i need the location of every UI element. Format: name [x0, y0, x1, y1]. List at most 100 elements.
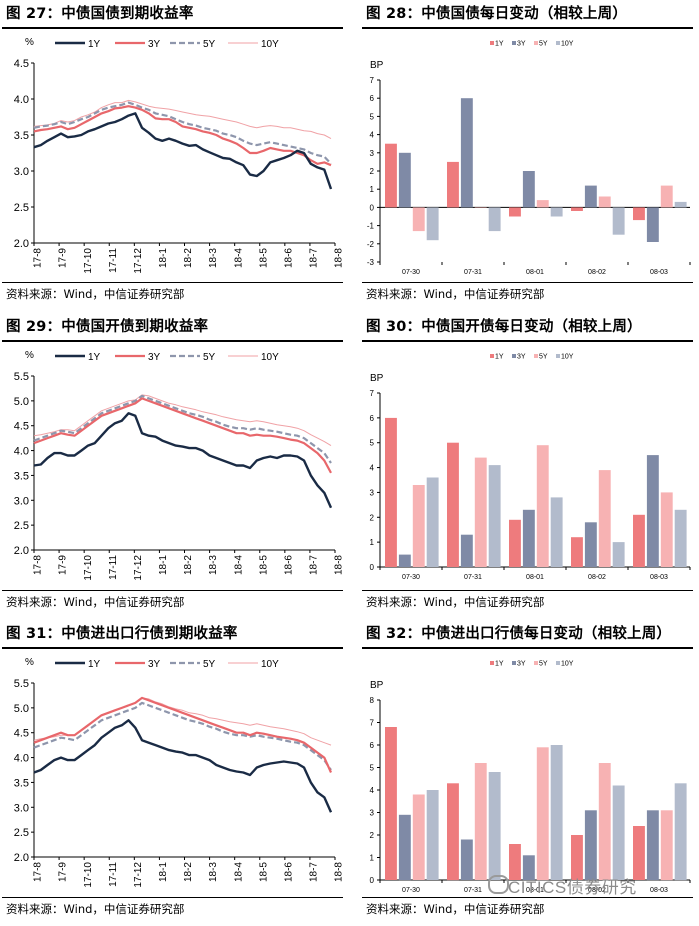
bar-5Y-07-31	[474, 763, 487, 880]
source-rule	[2, 590, 343, 591]
legend-label-1Y: 1Y	[88, 39, 101, 50]
bar-5Y-08-02	[598, 470, 611, 567]
legend-label-10Y: 10Y	[261, 659, 279, 670]
source-rule	[362, 282, 693, 283]
legend-swatch-10Y	[556, 661, 560, 665]
x-tick-label: 17-8	[33, 248, 44, 268]
y-tick-label: 5.5	[14, 371, 29, 383]
bar-3Y-07-30	[398, 554, 411, 567]
series-line-5Y	[33, 394, 332, 464]
bar-10Y-08-01	[550, 745, 563, 880]
bar-5Y-08-02	[598, 763, 611, 880]
figure-28-panel: 图 28：中债国债每日变动（相较上周） BP -3 -2 -1 0 1 2 3 4 5 6 7 1Y 3Y…	[350, 0, 699, 306]
y-tick-label: 6	[370, 414, 375, 423]
bar-3Y-07-31	[460, 98, 473, 208]
bar-3Y-07-31	[460, 839, 473, 880]
series-line-3Y	[33, 696, 333, 773]
bar-3Y-08-02	[584, 810, 597, 881]
x-tick-label: 08-03	[650, 887, 668, 894]
y-tick-label: 5.0	[14, 396, 29, 408]
bar-3Y-08-03	[646, 810, 659, 881]
bar-10Y-08-03	[674, 201, 687, 208]
bar-1Y-07-31	[447, 161, 459, 208]
bar-1Y-08-01	[509, 519, 521, 567]
bar-1Y-08-01	[509, 207, 521, 217]
legend-label-5Y: 5Y	[203, 659, 216, 670]
x-tick-label: 18-7	[309, 248, 320, 268]
bar-1Y-08-01	[509, 844, 521, 880]
figure-32-panel: 图 32：中债进出口行债每日变动（相较上周） BP 0 1 2 3 4 5 6 7 8 1Y 3Y 5Y…	[350, 620, 699, 926]
y-tick-label: 7	[370, 76, 375, 85]
figure-29-source: 资料来源：Wind，中信证券研究部	[6, 595, 185, 609]
figure-31-source: 资料来源：Wind，中信证券研究部	[6, 902, 185, 916]
legend-label-1Y: 1Y	[88, 352, 101, 363]
legend-label-1Y: 1Y	[495, 41, 504, 48]
y-tick-label: 1	[370, 538, 375, 547]
source-rule	[2, 282, 343, 283]
x-tick-label: 08-02	[588, 269, 606, 276]
y-tick-label: 5.5	[14, 678, 29, 690]
x-tick-label: 18-4	[233, 555, 244, 575]
bar-5Y-08-03	[660, 492, 673, 567]
bar-10Y-07-31	[488, 772, 501, 880]
y-tick-label: 3.5	[14, 130, 29, 142]
x-tick-label: 17-8	[33, 862, 44, 882]
figure-32-bar-chart: BP 0 1 2 3 4 5 6 7 8 1Y 3Y 5Y 10Y 07-30 07-31 08-01 08-02…	[370, 661, 691, 894]
title-rule	[362, 647, 693, 649]
y-tick-label: 0	[370, 203, 375, 212]
bar-10Y-07-30	[426, 207, 439, 241]
y-tick-label: 2.5	[14, 520, 29, 532]
series-line-5Y	[33, 701, 332, 771]
x-tick-label: 18-7	[309, 555, 320, 575]
legend-label-5Y: 5Y	[539, 354, 548, 361]
x-tick-label: 17-8	[33, 555, 44, 575]
legend-swatch-3Y	[512, 354, 516, 358]
x-tick-label: 07-30	[402, 574, 420, 581]
series-line-10Y	[33, 99, 332, 140]
bar-10Y-07-30	[426, 477, 439, 567]
y-tick-label: 8	[370, 696, 375, 705]
legend-swatch-3Y	[512, 41, 516, 45]
x-tick-label: 08-03	[650, 574, 668, 581]
legend-label-5Y: 5Y	[539, 41, 548, 48]
y-tick-label: 4	[370, 786, 375, 795]
legend-label-1Y: 1Y	[495, 354, 504, 361]
y-axis-unit-label: BP	[370, 373, 384, 384]
bar-1Y-08-02	[571, 835, 583, 880]
x-tick-label: 18-3	[208, 555, 219, 575]
x-tick-label: 18-1	[158, 555, 169, 575]
figure-32-source: 资料来源：Wind，中信证券研究部	[366, 902, 545, 916]
legend-label-1Y: 1Y	[495, 661, 504, 668]
legend-label-3Y: 3Y	[517, 41, 526, 48]
y-tick-label: 6	[370, 94, 375, 103]
bar-10Y-08-01	[550, 207, 563, 217]
bar-3Y-08-03	[646, 207, 659, 242]
x-tick-label: 18-2	[183, 555, 194, 575]
bar-10Y-08-02	[612, 207, 625, 235]
bar-1Y-08-03	[633, 207, 645, 221]
y-tick-label: 2.5	[14, 202, 29, 214]
y-tick-label: 3.0	[14, 495, 29, 507]
bar-5Y-08-02	[598, 196, 611, 208]
figure-30-title: 图 30：中债国开债每日变动（相较上周）	[366, 319, 642, 335]
y-tick-label: 2.0	[14, 238, 29, 250]
figure-30-panel: 图 30：中债国开债每日变动（相较上周） BP 0 1 2 3 4 5 6 7 1Y 3Y 5Y 10Y…	[350, 313, 699, 619]
bar-1Y-08-02	[571, 207, 583, 211]
figure-31-panel: 图 31：中债进出口行债到期收益率 % 2.0 2.5 3.0 3.5 4.0 4.5 5.0…	[0, 620, 349, 926]
y-tick-label: 3	[370, 809, 375, 818]
legend-label-3Y: 3Y	[517, 354, 526, 361]
x-tick-label: 18-4	[233, 248, 244, 268]
x-tick-label: 17-9	[58, 248, 69, 268]
y-tick-label: -3	[367, 258, 375, 267]
y-axis-unit-label: BP	[370, 60, 384, 71]
legend-swatch-3Y	[512, 661, 516, 665]
y-axis-unit-label: %	[25, 37, 34, 48]
y-tick-label: 4	[370, 464, 375, 473]
figure-27-panel: 图 27：中债国债到期收益率 % 2.0 2.5 3.0 3.5 4.0 4.5 17-8 17…	[0, 0, 349, 306]
bar-5Y-07-31	[474, 207, 487, 208]
x-tick-label: 07-30	[402, 887, 420, 894]
y-tick-label: 4	[370, 131, 375, 140]
y-tick-label: 3.5	[14, 777, 29, 789]
y-tick-label: 2	[370, 167, 375, 176]
figure-28-title: 图 28：中债国债每日变动（相较上周）	[366, 6, 628, 22]
